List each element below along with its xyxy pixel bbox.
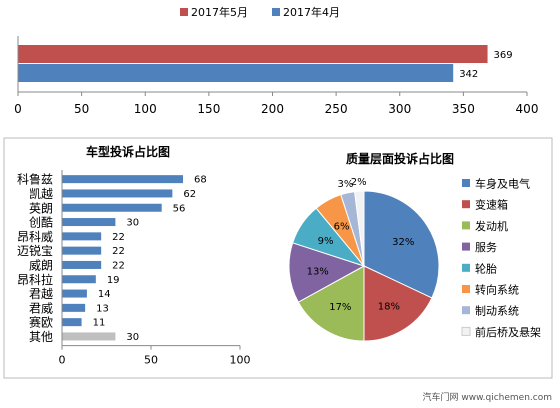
category-label-8: 君越: [29, 287, 53, 301]
legend-label-2: 发动机: [475, 219, 508, 233]
legend-swatch-0: [462, 179, 470, 187]
quality-complaint-chart: 质量层面投诉占比图 32% 18% 17% 13% 9%6% 3%2% 车身及电气变速箱发动机…: [288, 151, 541, 342]
bar-1: [18, 64, 454, 82]
value-label-7: 19: [107, 275, 120, 286]
pie-slice-0: [363, 190, 440, 299]
category-label-5: 迈锐宝: [17, 244, 53, 258]
bar-2: [62, 203, 162, 212]
legend-label-3: 服务: [475, 241, 497, 254]
bar-value-label-1: 342: [459, 69, 478, 80]
value-label-3: 30: [126, 218, 139, 229]
legend-swatch-1: [272, 8, 280, 16]
legend-swatch-7: [461, 326, 471, 336]
bar-10: [62, 318, 82, 327]
x-tick-label-0: 0: [14, 102, 22, 116]
value-label-0: 68: [194, 175, 207, 186]
value-label-10: 11: [93, 318, 106, 329]
category-label-1: 凯越: [29, 187, 53, 201]
x-tick-label-2: 100: [230, 354, 251, 367]
x-tick-label-0: 0: [59, 354, 66, 367]
bar-4: [62, 232, 102, 241]
pie-slice-7: [354, 190, 365, 267]
legend-label-1: 2017年4月: [283, 5, 340, 19]
bar-3: [62, 218, 116, 227]
x-tick-label-2: 100: [134, 102, 157, 116]
pie-slice-label-6: 3%: [338, 179, 354, 190]
x-tick-label-4: 200: [261, 102, 284, 116]
x-tick-label-5: 250: [325, 102, 348, 116]
legend-label-7: 前后桥及悬架: [475, 325, 541, 339]
bar-9: [62, 303, 86, 312]
category-label-6: 威朗: [29, 258, 53, 272]
bar-6: [62, 260, 102, 269]
legend-swatch-2: [462, 221, 470, 230]
pie-slice-label-5: 6%: [334, 221, 350, 232]
value-label-6: 22: [112, 260, 125, 271]
legend-label-0: 2017年5月: [191, 5, 248, 19]
value-label-5: 22: [112, 246, 125, 257]
category-label-11: 其他: [29, 330, 53, 344]
bar-7: [62, 275, 96, 284]
legend-label-1: 变速箱: [475, 198, 508, 212]
bar-11: [62, 332, 116, 341]
bar-8: [62, 289, 87, 298]
pie-title: 质量层面投诉占比图: [346, 151, 454, 166]
bar-0: [18, 45, 488, 63]
legend-swatch-5: [462, 285, 470, 293]
bar-1: [62, 189, 173, 198]
x-tick-label-7: 350: [452, 102, 475, 116]
value-label-2: 56: [173, 203, 186, 214]
legend-label-6: 制动系统: [475, 305, 519, 318]
legend-swatch-1: [462, 200, 470, 209]
category-label-4: 昂科威: [17, 230, 53, 244]
pie-slice-2: [297, 265, 365, 342]
value-label-11: 30: [126, 332, 139, 343]
x-tick-label-1: 50: [144, 354, 158, 367]
pie-slice-3: [288, 242, 366, 303]
category-label-9: 君威: [29, 301, 53, 315]
legend-label-4: 轮胎: [475, 261, 497, 275]
pie-slice-1: [363, 265, 433, 342]
legend-swatch-3: [462, 242, 470, 251]
value-label-8: 14: [98, 289, 111, 300]
x-tick-label-1: 50: [74, 102, 89, 116]
legend-label-0: 车身及电气: [475, 177, 530, 191]
pie-slice-label-0: 32%: [392, 237, 414, 248]
category-label-3: 创酷: [29, 216, 53, 230]
legend-swatch-4: [462, 263, 470, 272]
category-label-2: 英朗: [29, 201, 53, 215]
legend-swatch-0: [180, 8, 188, 16]
pie-slice-label-7: 2%: [351, 177, 367, 188]
value-label-4: 22: [112, 232, 125, 243]
legend-swatch-6: [462, 306, 470, 315]
value-label-9: 13: [96, 303, 109, 314]
bar-0: [62, 175, 184, 184]
category-label-10: 赛欧: [29, 315, 53, 330]
month-comparison-chart: 2017年5月 2017年4月 369 342 0 50 100 150 200 250 300 35…: [14, 5, 538, 116]
pie-slice-label-4: 9%: [318, 236, 334, 247]
category-label-7: 昂科拉: [17, 272, 53, 287]
bar-5: [62, 246, 102, 255]
value-label-1: 62: [183, 189, 196, 200]
watermark-text: 汽车门网 www.qichemen.com: [423, 391, 552, 403]
legend-label-5: 转向系统: [475, 283, 519, 297]
x-tick-label-8: 400: [516, 102, 539, 116]
pie-slice-label-2: 17%: [329, 302, 351, 313]
model-chart-title: 车型投诉占比图: [86, 144, 170, 159]
bar-value-label-0: 369: [494, 50, 513, 61]
category-label-0: 科鲁兹: [17, 173, 53, 187]
x-tick-label-6: 300: [388, 102, 411, 116]
pie-slice-label-3: 13%: [307, 266, 329, 277]
bottom-panel-frame: [3, 137, 553, 379]
x-tick-label-3: 150: [197, 102, 220, 116]
pie-slice-label-1: 18%: [378, 301, 400, 312]
